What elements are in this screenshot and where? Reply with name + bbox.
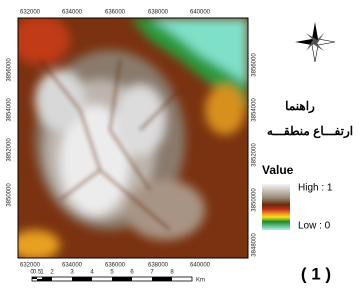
- left-coordinate: 3850000: [7, 183, 13, 207]
- left-coordinate: 3854000: [7, 98, 13, 122]
- top-coordinate: 634000: [62, 10, 83, 16]
- scale-label: 7: [150, 270, 154, 276]
- legend-high: High : 1: [298, 183, 333, 194]
- elevation-raster: [10, 15, 248, 260]
- legend-value-label: Value: [262, 163, 294, 177]
- scale-unit: Km: [196, 278, 205, 284]
- scale-label: 4: [90, 270, 94, 276]
- bottom-coordinate: 636000: [105, 263, 126, 269]
- right-coordinate: 3848000: [252, 233, 258, 257]
- legend-color-ramp: [262, 184, 290, 230]
- right-coordinate: 3856000: [252, 53, 258, 77]
- right-coordinate: 3854000: [252, 98, 258, 122]
- right-coordinate: 3852000: [252, 143, 258, 167]
- map-figure: 632000 632000 634000 634000 636000 636000 6380…: [0, 0, 363, 294]
- bottom-coordinate: 634000: [62, 263, 83, 269]
- top-coordinate: 636000: [105, 10, 126, 16]
- scale-bar: [32, 277, 192, 281]
- figure-label: ( 1 ): [301, 264, 331, 283]
- bottom-coordinate: 640000: [190, 263, 211, 269]
- scale-label: 8: [170, 270, 174, 276]
- left-coordinate: 3852000: [7, 138, 13, 162]
- legend-subtitle: ارتفـــاع منطقـــه: [267, 124, 353, 139]
- top-coordinate: 640000: [190, 10, 211, 16]
- scale-label: 1: [40, 270, 44, 276]
- scale-label: 5: [110, 270, 114, 276]
- top-coordinate: 632000: [20, 10, 41, 16]
- right-coordinate: 3850000: [252, 188, 258, 212]
- left-coordinate: 3856000: [7, 58, 13, 82]
- north-arrow: [295, 22, 335, 62]
- bottom-coordinate: 638000: [148, 263, 169, 269]
- scale-label: 2: [50, 270, 54, 276]
- scale-label: 6: [130, 270, 134, 276]
- legend-title: راهنما: [285, 99, 315, 114]
- legend-low: Low : 0: [298, 221, 331, 232]
- scale-label: 3: [70, 270, 74, 276]
- top-coordinate: 638000: [148, 10, 169, 16]
- bottom-coordinate: 632000: [20, 263, 41, 269]
